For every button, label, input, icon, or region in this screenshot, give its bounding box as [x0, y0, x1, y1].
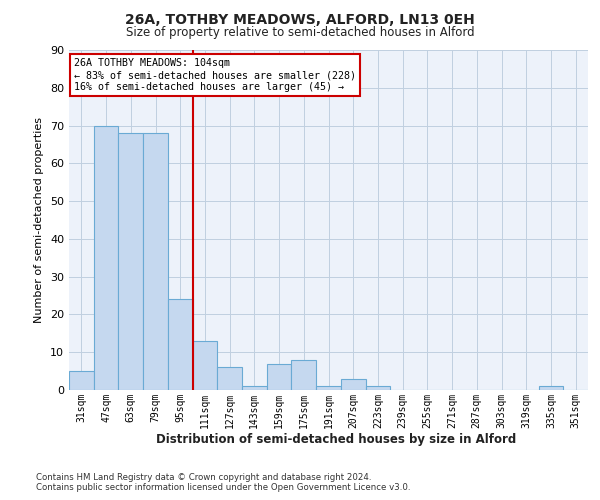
Bar [365, 386, 390, 390]
Text: Contains HM Land Registry data © Crown copyright and database right 2024.: Contains HM Land Registry data © Crown c… [36, 472, 371, 482]
Bar [94, 126, 118, 390]
Text: 26A TOTHBY MEADOWS: 104sqm
← 83% of semi-detached houses are smaller (228)
16% o: 26A TOTHBY MEADOWS: 104sqm ← 83% of semi… [74, 58, 356, 92]
Bar [193, 341, 217, 390]
Bar [242, 386, 267, 390]
Bar [118, 133, 143, 390]
Bar [316, 386, 341, 390]
Text: Contains public sector information licensed under the Open Government Licence v3: Contains public sector information licen… [36, 484, 410, 492]
Bar [168, 300, 193, 390]
Bar [143, 133, 168, 390]
Bar [292, 360, 316, 390]
Bar [267, 364, 292, 390]
Text: Distribution of semi-detached houses by size in Alford: Distribution of semi-detached houses by … [156, 432, 516, 446]
Text: 26A, TOTHBY MEADOWS, ALFORD, LN13 0EH: 26A, TOTHBY MEADOWS, ALFORD, LN13 0EH [125, 12, 475, 26]
Bar [341, 378, 365, 390]
Bar [539, 386, 563, 390]
Bar [217, 368, 242, 390]
Y-axis label: Number of semi-detached properties: Number of semi-detached properties [34, 117, 44, 323]
Text: Size of property relative to semi-detached houses in Alford: Size of property relative to semi-detach… [125, 26, 475, 39]
Bar [69, 371, 94, 390]
